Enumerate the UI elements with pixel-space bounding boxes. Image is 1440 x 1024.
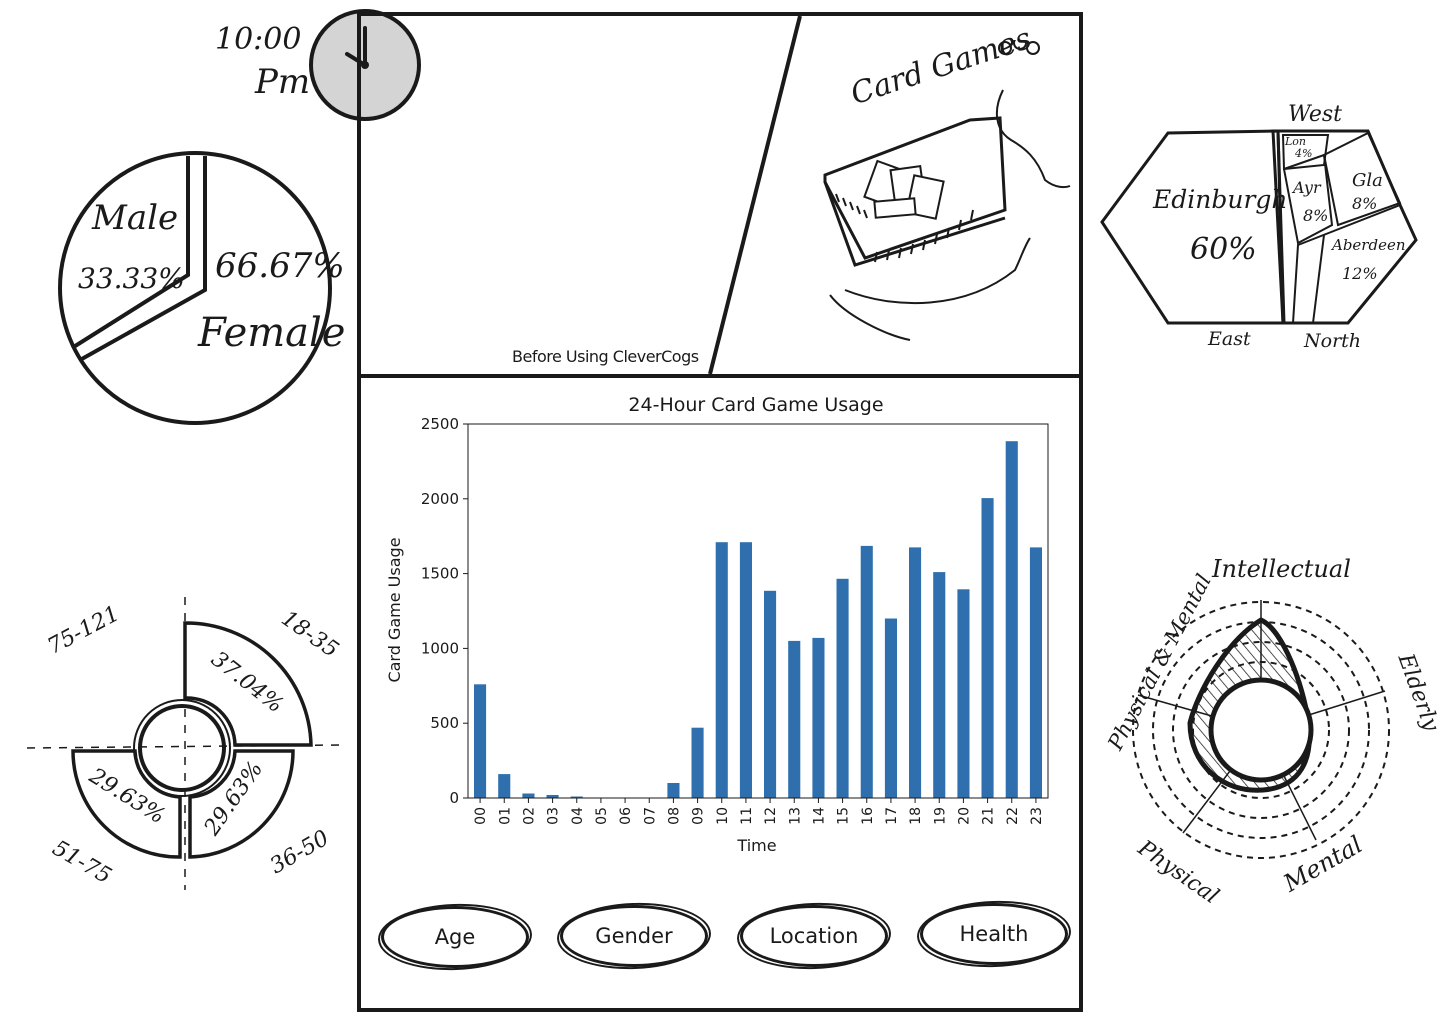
chart-bar-16 bbox=[860, 545, 873, 798]
chart-bar-15 bbox=[836, 578, 849, 798]
clock-time-label: 10:00 bbox=[215, 22, 302, 57]
chart-xtick-label: 01 bbox=[497, 807, 513, 825]
filter-age-button[interactable]: Age bbox=[381, 906, 529, 968]
filter-gender-button[interactable]: Gender bbox=[560, 905, 708, 967]
map-aberdeen-pct: 12% bbox=[1342, 264, 1378, 283]
chart-xtick-label: 18 bbox=[908, 807, 924, 825]
male-label: Male bbox=[92, 198, 179, 238]
female-pct: 66.67% bbox=[215, 246, 345, 286]
chart-xtick-label: 21 bbox=[981, 807, 997, 825]
chart-xlabel: Time bbox=[736, 836, 776, 855]
age-ring[interactable] bbox=[25, 595, 345, 895]
map-east-label: East bbox=[1208, 328, 1251, 350]
chart-xtick-label: 05 bbox=[594, 807, 610, 825]
card-games-illustration bbox=[823, 40, 1071, 341]
chart-xtick-label: 11 bbox=[739, 807, 755, 825]
filter-health-label: Health bbox=[959, 922, 1029, 946]
chart-bar-10 bbox=[715, 542, 728, 798]
chart-bar-09 bbox=[691, 727, 704, 798]
chart-bar-23 bbox=[1029, 547, 1042, 798]
chart-title: 24-Hour Card Game Usage bbox=[628, 394, 883, 416]
chart-bar-12 bbox=[764, 590, 777, 798]
chart-xtick-label: 09 bbox=[691, 807, 707, 825]
chart-ytick-label: 500 bbox=[430, 714, 459, 732]
map-west-label: West bbox=[1288, 102, 1342, 127]
chart-bar-18 bbox=[909, 547, 922, 798]
before-caption: Before Using CleverCogs bbox=[512, 347, 699, 366]
chart-ytick-label: 1500 bbox=[421, 565, 459, 583]
radar-elderly-label: Elderly bbox=[1392, 650, 1440, 735]
chart-bar-22 bbox=[1005, 441, 1018, 798]
chart-bar-19 bbox=[933, 572, 946, 798]
chart-xtick-label: 00 bbox=[473, 807, 489, 825]
map-lon-pct: 4% bbox=[1295, 147, 1313, 160]
health-radar[interactable] bbox=[1128, 595, 1393, 860]
chart-plot-area bbox=[467, 423, 1049, 799]
chart-bar-08 bbox=[667, 783, 680, 798]
map-north-label: North bbox=[1304, 330, 1362, 352]
chart-xtick-label: 15 bbox=[836, 807, 852, 825]
gender-pie[interactable] bbox=[50, 150, 335, 430]
chart-xtick-label: 13 bbox=[787, 807, 803, 825]
map-ayr-label: Ayr bbox=[1293, 178, 1321, 197]
chart-xtick-label: 06 bbox=[618, 807, 634, 825]
radar-intellectual-label: Intellectual bbox=[1212, 555, 1351, 583]
chart-bar-17 bbox=[884, 618, 897, 798]
map-edinburgh-pct: 60% bbox=[1190, 232, 1257, 267]
chart-panel bbox=[357, 374, 1083, 1012]
filter-location-label: Location bbox=[769, 924, 859, 948]
filter-age-label: Age bbox=[434, 925, 476, 949]
male-pct: 33.33% bbox=[78, 262, 185, 295]
chart-ylabel: Card Game Usage bbox=[385, 537, 404, 682]
chart-xtick-label: 02 bbox=[521, 807, 537, 825]
chart-xtick-label: 17 bbox=[884, 807, 900, 825]
chart-xtick-label: 19 bbox=[932, 807, 948, 825]
chart-bar-21 bbox=[981, 498, 994, 798]
map-edinburgh-label: Edinburgh bbox=[1153, 185, 1288, 214]
chart-xtick-label: 07 bbox=[642, 807, 658, 825]
chart-xtick-label: 23 bbox=[1029, 807, 1045, 825]
clock-ampm-label: Pm bbox=[255, 62, 311, 102]
clock-icon bbox=[309, 9, 421, 121]
chart-ytick-label: 1000 bbox=[421, 639, 459, 657]
chart-xtick-label: 12 bbox=[763, 807, 779, 825]
usage-chart: 24-Hour Card Game Usage Card Game Usage … bbox=[385, 394, 1049, 855]
map-lon-label: Lon bbox=[1285, 135, 1307, 148]
chart-bar-01 bbox=[498, 774, 511, 798]
map-aberdeen-label: Aberdeen bbox=[1332, 236, 1406, 254]
chart-ytick-label: 2500 bbox=[421, 415, 459, 433]
chart-ytick-label: 2000 bbox=[421, 490, 459, 508]
chart-ytick-label: 0 bbox=[449, 789, 459, 807]
chart-xtick-label: 22 bbox=[1005, 807, 1021, 825]
chart-xtick-label: 03 bbox=[546, 807, 562, 825]
map-gla-pct: 8% bbox=[1352, 194, 1378, 213]
chart-xtick-label: 14 bbox=[811, 807, 827, 825]
chart-bar-20 bbox=[957, 589, 970, 798]
chart-bar-13 bbox=[788, 640, 801, 798]
chart-xtick-label: 16 bbox=[860, 807, 876, 825]
chart-xtick-label: 04 bbox=[570, 807, 586, 825]
filter-gender-label: Gender bbox=[595, 924, 673, 948]
location-map[interactable] bbox=[1098, 125, 1430, 330]
chart-xtick-label: 08 bbox=[666, 807, 682, 825]
hero-divider bbox=[708, 15, 802, 375]
filter-location-button[interactable]: Location bbox=[740, 905, 888, 967]
chart-bar-04 bbox=[570, 796, 583, 798]
chart-bar-03 bbox=[546, 795, 559, 798]
chart-bar-11 bbox=[739, 542, 752, 798]
female-label: Female bbox=[198, 310, 346, 356]
chart-xtick-label: 10 bbox=[715, 807, 731, 825]
map-ayr-pct: 8% bbox=[1303, 206, 1329, 225]
chart-bar-14 bbox=[812, 637, 825, 798]
chart-bar-00 bbox=[474, 684, 487, 798]
chart-xtick-label: 20 bbox=[956, 807, 972, 825]
filter-health-button[interactable]: Health bbox=[920, 903, 1068, 965]
chart-bar-02 bbox=[522, 793, 535, 798]
map-gla-label: Gla bbox=[1352, 170, 1383, 191]
